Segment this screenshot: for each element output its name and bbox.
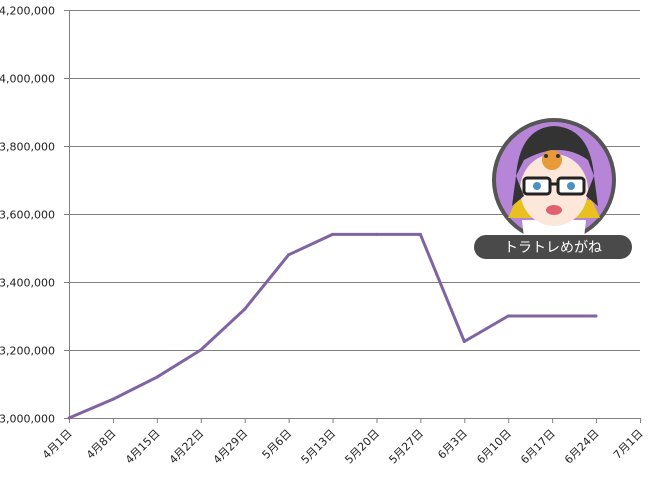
x-tick-label: 7月1日 [611, 427, 646, 462]
data-point [331, 232, 335, 236]
data-point [155, 375, 159, 379]
data-point [462, 340, 466, 343]
x-tick-label: 5月6日 [260, 427, 295, 462]
mascot-badge: トラトレめがね [474, 118, 632, 259]
data-point [199, 348, 203, 352]
y-tick-label: 3,400,000 [0, 277, 55, 290]
data-point [550, 314, 554, 318]
mascot-face-icon [508, 126, 600, 238]
y-tick-label: 3,600,000 [0, 209, 55, 222]
badge-label: トラトレめがね [504, 240, 602, 256]
x-tick-label: 6月17日 [518, 427, 558, 467]
y-tick-label: 3,200,000 [0, 345, 55, 358]
series-line [68, 232, 597, 420]
x-tick-label: 6月24日 [562, 427, 602, 467]
x-tick-label: 4月1日 [40, 427, 75, 462]
x-tick-label: 5月27日 [386, 427, 426, 467]
data-point [67, 416, 71, 420]
axes [64, 10, 641, 423]
x-tick-label: 4月8日 [84, 427, 119, 462]
data-point [374, 232, 378, 236]
x-tick-label: 5月20日 [342, 427, 382, 467]
x-tick-label: 6月10日 [474, 427, 514, 467]
gridlines [69, 10, 640, 419]
y-axis-ticks: 3,000,000 3,200,000 3,400,000 3,600,000 3,80… [0, 5, 55, 426]
data-point [111, 397, 115, 401]
x-tick-label: 5月13日 [299, 427, 339, 467]
y-tick-label: 4,000,000 [0, 73, 55, 86]
data-point [418, 232, 422, 236]
y-tick-label: 3,000,000 [0, 413, 55, 426]
x-tick-label: 6月3日 [435, 427, 470, 462]
badge-label-background [474, 235, 632, 259]
data-point [594, 314, 598, 318]
x-tick-label: 4月22日 [167, 427, 207, 467]
y-tick-label: 4,200,000 [0, 5, 55, 18]
x-tick-label: 4月15日 [123, 427, 163, 467]
x-axis-ticks: 4月1日 4月8日 4月15日 4月22日 4月29日 5月6日 5月13日 5月20日 5月2… [40, 427, 646, 467]
x-tick-label: 4月29日 [211, 427, 251, 467]
data-point [506, 314, 510, 318]
y-tick-label: 3,800,000 [0, 141, 55, 154]
data-point [243, 307, 247, 311]
data-point [287, 253, 291, 257]
series-layer [67, 232, 598, 420]
